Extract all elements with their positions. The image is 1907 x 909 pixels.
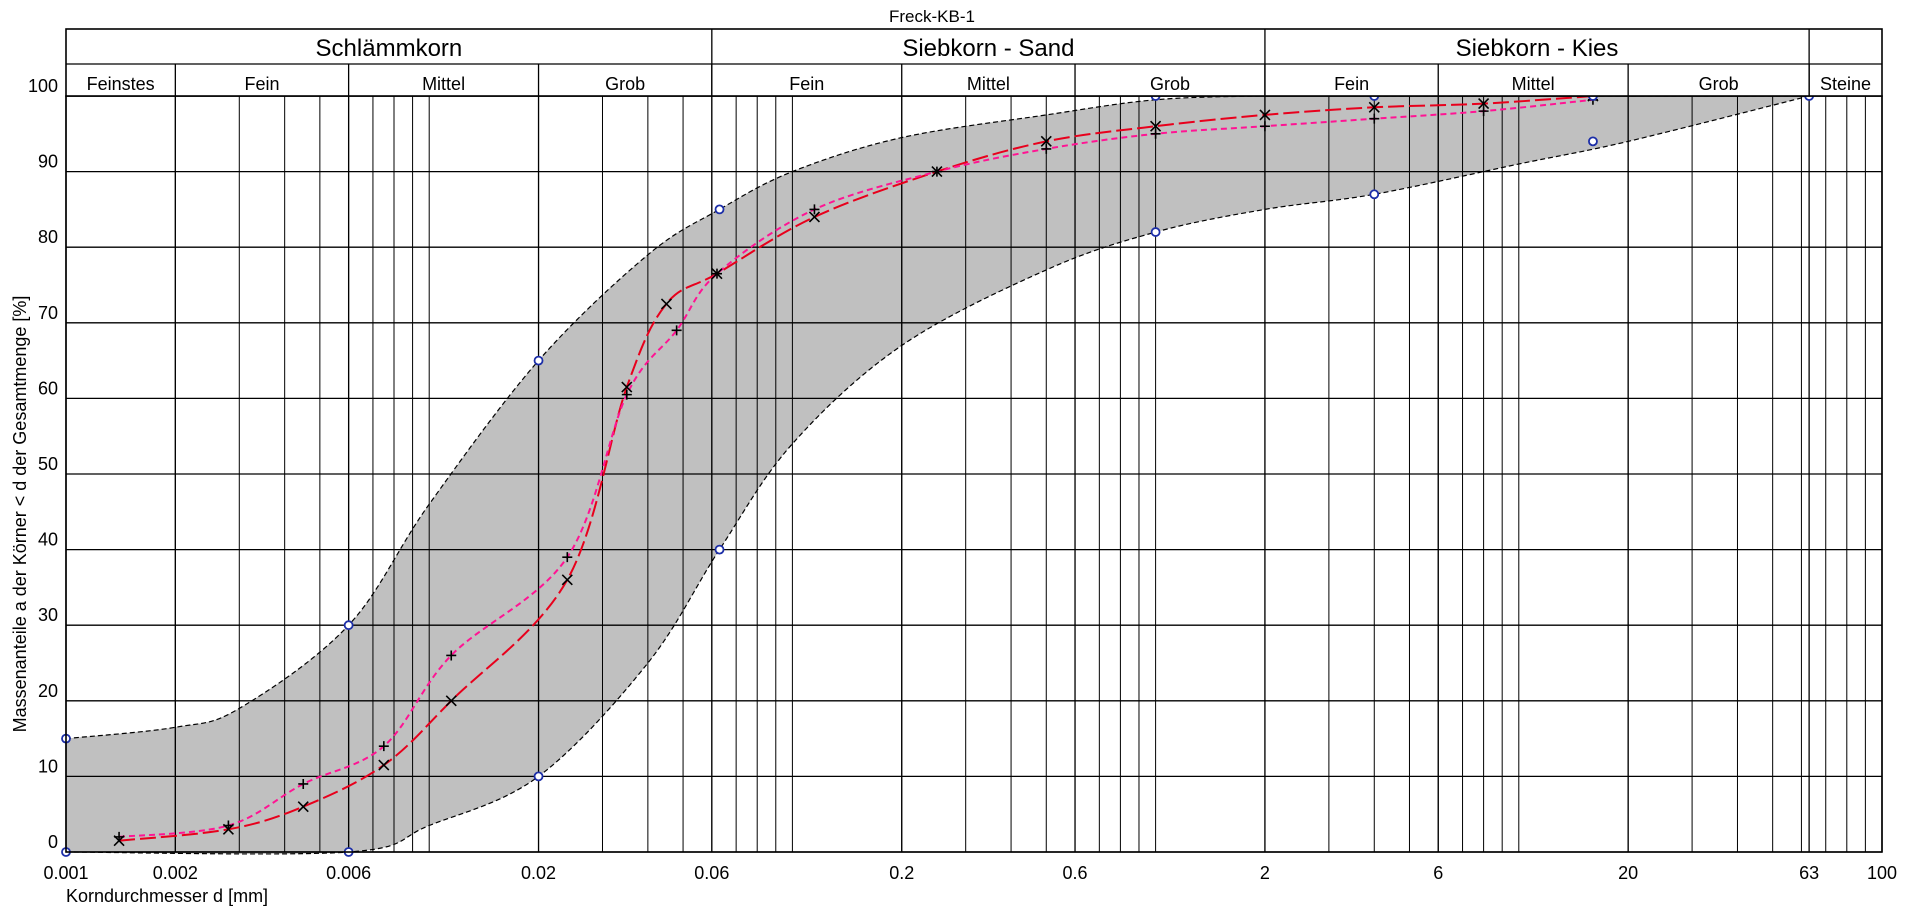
envelope-point xyxy=(1150,227,1161,237)
y-tick-label: 60 xyxy=(38,378,58,398)
series-1-point xyxy=(1259,109,1271,121)
envelope-point xyxy=(533,355,544,366)
series-1-point xyxy=(1478,97,1490,110)
x-tick-label: 20 xyxy=(1618,863,1638,883)
series-1-point xyxy=(808,211,821,223)
header-subgroup-label: Fein xyxy=(244,74,279,94)
header-subgroup-label: Fein xyxy=(789,74,824,94)
y-tick-label: 0 xyxy=(48,832,58,852)
series-2-point xyxy=(1150,128,1161,139)
header-subgroup-label: Grob xyxy=(1150,74,1190,94)
y-tick-label: 10 xyxy=(38,756,58,776)
x-tick-label: 6 xyxy=(1433,863,1443,883)
series-2-point xyxy=(378,741,389,752)
header-subgroup-label: Fein xyxy=(1334,74,1369,94)
y-tick-label: 30 xyxy=(38,605,58,625)
envelope-point xyxy=(1369,189,1380,200)
y-tick-label: 20 xyxy=(38,681,58,701)
series-2-point xyxy=(298,778,309,789)
series-1-point xyxy=(621,381,633,393)
series-1-point xyxy=(561,574,573,586)
envelope-point xyxy=(343,620,354,631)
series-2-point xyxy=(1369,113,1380,124)
series-2-point xyxy=(1041,143,1052,154)
chart-title: Freck-KB-1 xyxy=(889,7,975,26)
header-subgroup-label: Steine xyxy=(1820,74,1871,94)
series-2-point xyxy=(711,268,722,279)
series-2-point xyxy=(809,204,820,215)
x-axis-label: Korndurchmesser d [mm] xyxy=(66,886,268,906)
series-2-point xyxy=(1478,106,1489,117)
header-subgroup-label: Mittel xyxy=(422,74,465,94)
series-2-point xyxy=(223,820,234,831)
y-tick-label: 70 xyxy=(38,303,58,323)
x-tick-label: 0.001 xyxy=(43,863,88,883)
y-tick-label: 50 xyxy=(38,454,58,474)
envelope-fill xyxy=(66,95,1810,854)
series-1-point xyxy=(1368,101,1380,113)
header-subgroup-label: Mittel xyxy=(1512,74,1555,94)
series-2-point xyxy=(446,650,457,661)
x-tick-label: 0.06 xyxy=(694,863,729,883)
header-subgroup-label: Feinstes xyxy=(87,74,155,94)
x-tick-label: 0.006 xyxy=(326,863,371,883)
header-subgroup-label: Mittel xyxy=(967,74,1010,94)
grain-class-header: Schlämmkorn Siebkorn - Sand Siebkorn - Kie… xyxy=(65,28,1883,97)
series-1-point xyxy=(1040,135,1052,147)
header-subgroup-label: Grob xyxy=(1699,74,1739,94)
envelope-point xyxy=(1588,136,1598,147)
y-tick-label: 100 xyxy=(28,76,58,96)
envelope-point xyxy=(714,544,725,555)
series-1-point xyxy=(297,801,309,813)
series-2-point xyxy=(931,166,942,177)
tick-labels: 0.001 0.002 0.006 0.02 0.06 0.2 0.6 2 6 20 63 100 0 1… xyxy=(28,76,1897,883)
x-tick-label: 0.002 xyxy=(153,863,198,883)
series-2-point xyxy=(114,831,125,842)
header-box xyxy=(65,28,1883,97)
y-axis-label: Massenanteile a der Körner < d der Gesam… xyxy=(10,296,30,733)
x-tick-label: 2 xyxy=(1260,863,1270,883)
header-group-label: Schlämmkorn xyxy=(316,35,463,62)
series-line-2 xyxy=(118,98,1594,838)
header-subgroup-label: Grob xyxy=(605,74,645,94)
header-group-label: Siebkorn - Sand xyxy=(902,35,1074,62)
series-2-point xyxy=(562,552,573,563)
series-2-point xyxy=(671,325,682,336)
y-tick-label: 90 xyxy=(38,152,58,172)
header-group-label: Siebkorn - Kies xyxy=(1456,35,1619,62)
series-1-point xyxy=(378,759,390,771)
envelope-point xyxy=(533,771,544,782)
x-tick-label: 0.2 xyxy=(889,863,914,883)
series-1-point xyxy=(1150,120,1162,132)
x-tick-label: 0.6 xyxy=(1063,863,1088,883)
x-tick-label: 0.02 xyxy=(521,863,556,883)
y-tick-label: 80 xyxy=(38,227,58,247)
series-2-point xyxy=(1259,121,1270,132)
envelope-band xyxy=(65,95,1810,855)
envelope-point xyxy=(714,204,725,215)
y-tick-label: 40 xyxy=(38,530,58,550)
x-tick-label: 63 xyxy=(1799,863,1819,883)
series-2-point xyxy=(621,389,632,400)
series-1-point xyxy=(445,695,457,707)
x-tick-label: 100 xyxy=(1867,863,1897,883)
envelope-lower-line xyxy=(65,95,1810,855)
series-1-point xyxy=(660,298,673,310)
